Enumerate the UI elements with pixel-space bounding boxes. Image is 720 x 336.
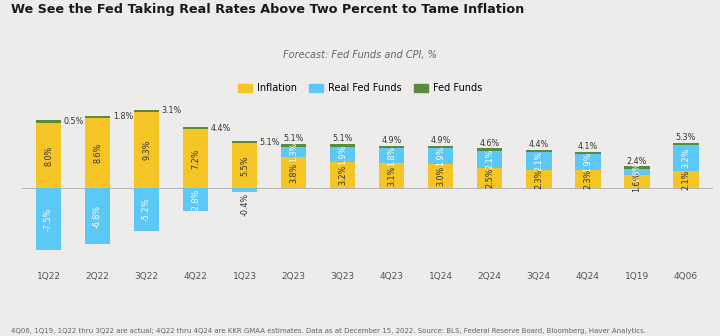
Bar: [330, 146, 356, 162]
Bar: [134, 110, 159, 112]
Text: 3.8%: 3.8%: [289, 163, 298, 183]
Bar: [624, 175, 649, 188]
Text: 3.2%: 3.2%: [681, 148, 690, 168]
Bar: [477, 168, 503, 188]
Text: 0.5%: 0.5%: [64, 117, 84, 126]
Bar: [379, 163, 405, 188]
Text: 2.1%: 2.1%: [534, 151, 544, 171]
Text: 2.4%: 2.4%: [626, 157, 647, 166]
Bar: [673, 145, 698, 171]
Bar: [36, 123, 61, 188]
Text: 9.3%: 9.3%: [142, 140, 151, 161]
Bar: [330, 144, 356, 146]
Bar: [330, 162, 356, 188]
Bar: [232, 188, 257, 192]
Bar: [281, 157, 307, 188]
Text: -5.2%: -5.2%: [142, 198, 151, 221]
Text: Forecast: Fed Funds and CPI, %: Forecast: Fed Funds and CPI, %: [283, 50, 437, 60]
Bar: [428, 164, 454, 188]
Bar: [85, 188, 110, 244]
Text: 1.8%: 1.8%: [113, 112, 133, 121]
Bar: [575, 152, 600, 154]
Text: 4.9%: 4.9%: [382, 136, 402, 145]
Bar: [183, 129, 208, 188]
Text: 5.5%: 5.5%: [240, 156, 249, 176]
Bar: [134, 188, 159, 231]
Text: -6.8%: -6.8%: [93, 205, 102, 228]
Bar: [36, 188, 61, 250]
Text: 1.9%: 1.9%: [338, 144, 347, 165]
Text: 2.3%: 2.3%: [534, 169, 544, 189]
Bar: [428, 146, 454, 148]
Bar: [673, 171, 698, 188]
Bar: [575, 170, 600, 188]
Bar: [183, 188, 208, 211]
Bar: [477, 151, 503, 168]
Text: 7.2%: 7.2%: [191, 149, 200, 169]
Bar: [379, 148, 405, 163]
Text: -0.4%: -0.4%: [240, 193, 249, 216]
Text: 5.3%: 5.3%: [675, 133, 696, 142]
Bar: [673, 143, 698, 145]
Text: 2.1%: 2.1%: [681, 170, 690, 190]
Bar: [624, 169, 649, 175]
Text: 3.0%: 3.0%: [436, 166, 445, 186]
Bar: [85, 118, 110, 188]
Bar: [428, 148, 454, 164]
Text: 3.1%: 3.1%: [162, 107, 182, 116]
Bar: [526, 150, 552, 152]
Text: 4.4%: 4.4%: [211, 124, 231, 133]
Text: 1.3%: 1.3%: [289, 142, 298, 162]
Text: 3.1%: 3.1%: [387, 166, 396, 186]
Text: -7.5%: -7.5%: [44, 208, 53, 231]
Text: 5.1%: 5.1%: [333, 134, 353, 143]
Bar: [281, 146, 307, 157]
Text: 2.3%: 2.3%: [583, 169, 593, 189]
Text: 8.6%: 8.6%: [93, 143, 102, 163]
Text: 5.1%: 5.1%: [284, 134, 304, 143]
Text: 4.4%: 4.4%: [528, 140, 549, 149]
Text: 4Q06, 1Q19, 1Q22 thru 3Q22 are actual; 4Q22 thru 4Q24 are KKR GMAA estimates. Da: 4Q06, 1Q19, 1Q22 thru 3Q22 are actual; 4…: [11, 328, 646, 334]
Bar: [526, 170, 552, 188]
Bar: [624, 166, 649, 169]
Bar: [477, 149, 503, 151]
Text: 1.9%: 1.9%: [436, 146, 445, 166]
Bar: [379, 146, 405, 148]
Text: 2.5%: 2.5%: [485, 168, 494, 188]
Text: 4.1%: 4.1%: [577, 142, 598, 151]
Text: 1.8%: 1.8%: [387, 145, 396, 166]
Text: 2.1%: 2.1%: [485, 149, 494, 169]
Legend: Inflation, Real Fed Funds, Fed Funds: Inflation, Real Fed Funds, Fed Funds: [235, 80, 485, 96]
Text: -2.8%: -2.8%: [191, 188, 200, 212]
Bar: [85, 116, 110, 118]
Text: 1.6%: 1.6%: [632, 172, 642, 192]
Bar: [232, 143, 257, 188]
Text: 4.6%: 4.6%: [480, 138, 500, 148]
Text: 8.0%: 8.0%: [44, 145, 53, 166]
Bar: [526, 152, 552, 170]
Bar: [232, 141, 257, 143]
Bar: [281, 144, 307, 146]
Text: 1.9%: 1.9%: [583, 152, 593, 172]
Bar: [36, 121, 61, 123]
Bar: [575, 154, 600, 170]
Bar: [183, 127, 208, 129]
Text: 4.9%: 4.9%: [431, 136, 451, 145]
Text: 0.8%: 0.8%: [632, 162, 642, 182]
Text: We See the Fed Taking Real Rates Above Two Percent to Tame Inflation: We See the Fed Taking Real Rates Above T…: [11, 3, 524, 16]
Text: 5.1%: 5.1%: [260, 138, 280, 146]
Bar: [134, 112, 159, 188]
Text: 3.2%: 3.2%: [338, 165, 347, 185]
